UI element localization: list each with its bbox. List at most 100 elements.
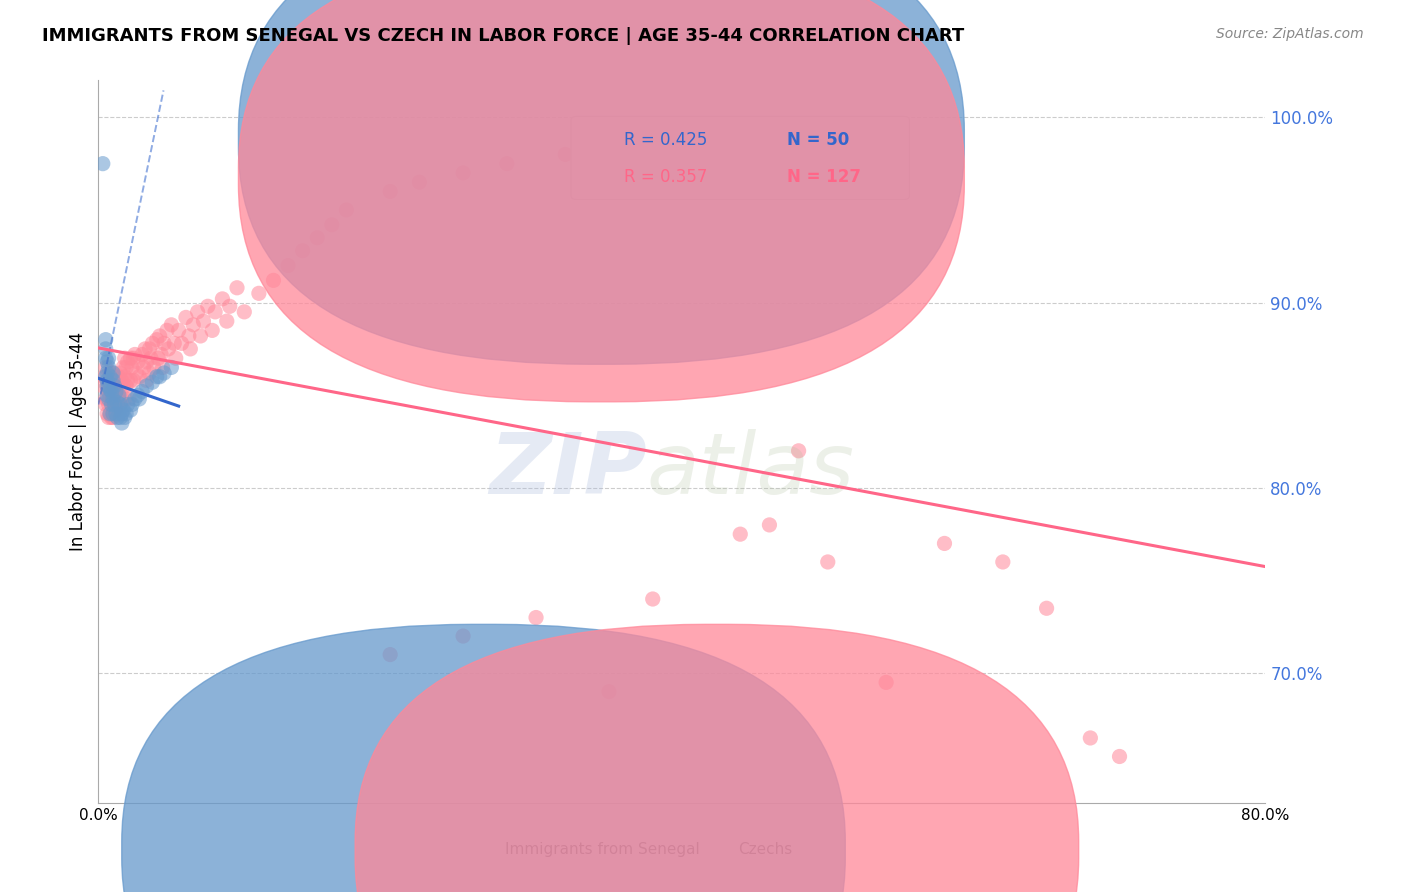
Point xyxy=(117,373,139,387)
Text: N = 127: N = 127 xyxy=(787,168,860,186)
Point xyxy=(103,379,125,393)
Point xyxy=(97,373,120,387)
Point xyxy=(101,397,124,411)
Point xyxy=(262,273,284,287)
Point xyxy=(598,684,620,698)
Point xyxy=(94,342,117,356)
Point xyxy=(98,379,121,393)
Point xyxy=(101,407,124,421)
Point xyxy=(101,366,124,380)
Point xyxy=(153,336,176,351)
Point xyxy=(193,314,215,328)
Point xyxy=(98,383,121,397)
Point xyxy=(671,128,693,143)
Point xyxy=(96,379,118,393)
Point xyxy=(93,369,115,384)
Point xyxy=(97,360,120,375)
Point xyxy=(104,403,127,417)
Point xyxy=(134,342,156,356)
Text: N = 50: N = 50 xyxy=(787,130,849,149)
Point xyxy=(91,156,114,170)
Point xyxy=(524,610,547,624)
Point xyxy=(121,397,143,411)
Point xyxy=(291,244,314,258)
Point xyxy=(110,410,132,425)
Point xyxy=(110,397,132,411)
Point xyxy=(163,336,186,351)
Point xyxy=(101,373,124,387)
Point xyxy=(149,369,172,384)
Point xyxy=(114,369,136,384)
Point xyxy=(104,407,127,421)
Point xyxy=(211,292,233,306)
Point xyxy=(875,675,897,690)
Point xyxy=(307,231,329,245)
Point xyxy=(124,347,146,361)
Point xyxy=(132,360,155,375)
Point xyxy=(787,443,810,458)
Point xyxy=(131,347,153,361)
Point xyxy=(94,351,117,366)
Point xyxy=(165,351,187,366)
Point xyxy=(96,379,118,393)
Point xyxy=(181,318,204,332)
FancyBboxPatch shape xyxy=(122,624,845,892)
Point xyxy=(201,323,224,337)
Point xyxy=(100,373,122,387)
Point xyxy=(104,384,127,399)
Point xyxy=(380,648,402,662)
Point xyxy=(991,555,1014,569)
Point xyxy=(105,410,128,425)
Text: Source: ZipAtlas.com: Source: ZipAtlas.com xyxy=(1216,27,1364,41)
Point xyxy=(127,388,149,402)
Point xyxy=(612,138,634,153)
Point xyxy=(817,555,839,569)
Text: atlas: atlas xyxy=(647,429,855,512)
Text: R = 0.425: R = 0.425 xyxy=(623,130,707,149)
Point xyxy=(105,403,128,417)
Point xyxy=(146,333,169,347)
Point xyxy=(94,392,117,406)
Point xyxy=(98,369,121,384)
Point xyxy=(1080,731,1102,745)
Point xyxy=(321,218,343,232)
Point xyxy=(118,392,141,406)
Y-axis label: In Labor Force | Age 35-44: In Labor Force | Age 35-44 xyxy=(69,332,87,551)
Point xyxy=(187,305,209,319)
Point xyxy=(96,366,118,380)
Point xyxy=(117,397,139,411)
Point xyxy=(934,536,956,550)
Point xyxy=(114,410,136,425)
Point xyxy=(91,379,114,393)
Point xyxy=(114,351,136,366)
Point xyxy=(167,323,190,337)
Point xyxy=(98,407,121,421)
Point xyxy=(97,379,120,393)
Point xyxy=(94,333,117,347)
Point xyxy=(451,166,474,180)
Point xyxy=(148,351,170,366)
Point xyxy=(197,299,219,313)
Point xyxy=(120,373,142,387)
Point xyxy=(121,360,143,375)
Point xyxy=(170,336,193,351)
Point xyxy=(96,407,118,421)
Point xyxy=(641,592,664,607)
Point xyxy=(115,407,138,421)
Point xyxy=(105,373,128,387)
Point xyxy=(138,342,160,356)
Point xyxy=(122,351,145,366)
Point xyxy=(218,299,240,313)
Point xyxy=(94,369,117,384)
Point xyxy=(111,407,134,421)
Point xyxy=(112,379,135,393)
Point xyxy=(104,369,127,384)
Point xyxy=(156,323,179,337)
Point xyxy=(111,416,134,430)
Point xyxy=(97,397,120,411)
Point xyxy=(139,351,162,366)
Point xyxy=(94,397,117,411)
Point xyxy=(110,366,132,380)
Point xyxy=(141,376,163,390)
Point xyxy=(152,360,174,375)
